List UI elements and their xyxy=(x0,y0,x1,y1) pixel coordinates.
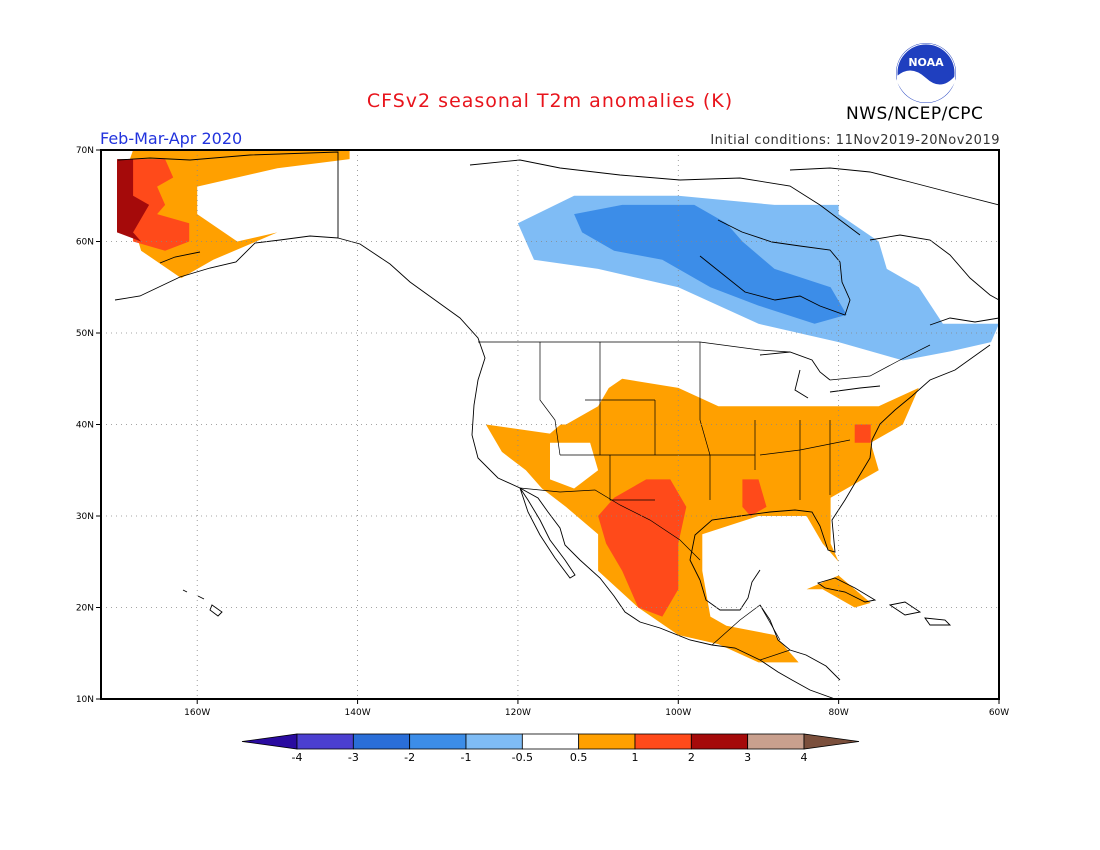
lat-tick-label: 60N xyxy=(76,238,94,248)
colorbar-label: 1 xyxy=(632,751,639,764)
lat-tick-label: 20N xyxy=(76,604,94,614)
lat-tick-label: 30N xyxy=(76,512,94,522)
region-us-northwest-neutral xyxy=(485,342,615,425)
colorbar-swatch xyxy=(634,733,692,750)
lon-tick-label: 120W xyxy=(505,708,531,718)
lat-tick-label: 10N xyxy=(76,695,94,705)
colorbar-swatch xyxy=(690,733,749,750)
noaa-logo: NOAA xyxy=(895,42,957,104)
lat-tick-label: 40N xyxy=(76,421,94,431)
lon-tick-label: 60W xyxy=(989,708,1009,718)
lon-tick-label: 100W xyxy=(665,708,691,718)
region-mississippi-hot xyxy=(742,479,767,516)
colorbar-swatch xyxy=(747,733,805,750)
political-borders-layer xyxy=(478,341,931,661)
region-alaska-veryhot xyxy=(117,159,150,242)
colorbar-swatch xyxy=(578,733,636,750)
colorbar-swatch xyxy=(409,733,467,750)
axis-ticks-layer: 160W 140W 120W 100W 80W 60W 10N 20N 30N 40N 50N 60N… xyxy=(76,146,1009,718)
region-midatlantic-hot xyxy=(854,424,871,443)
lon-tick-label: 160W xyxy=(184,708,210,718)
lat-tick-label: 50N xyxy=(76,329,94,339)
colorbar: -4 -3 -2 -1 -0.5 0.5 1 2 3 4 xyxy=(241,733,860,764)
colorbar-swatch xyxy=(521,733,580,750)
lon-tick-label: 140W xyxy=(345,708,371,718)
initial-conditions: Initial conditions: 11Nov2019-20Nov2019 xyxy=(710,133,1000,148)
colorbar-swatch xyxy=(352,733,411,750)
colorbar-label: 0.5 xyxy=(570,751,588,764)
colorbar-swatch xyxy=(296,733,354,750)
region-alaska-hot xyxy=(125,159,190,251)
forecast-period: Feb-Mar-Apr 2020 xyxy=(100,129,243,148)
colorbar-swatch xyxy=(465,733,523,750)
colorbar-label: 2 xyxy=(688,751,695,764)
region-mexico-hot xyxy=(598,479,687,617)
colorbar-label: -4 xyxy=(292,751,303,764)
region-great-basin-neutral xyxy=(550,442,599,489)
colorbar-label: -3 xyxy=(348,751,359,764)
region-cuba-warm xyxy=(806,575,871,608)
colorbar-min-extension xyxy=(241,733,298,750)
chart-title: CFSv2 seasonal T2m anomalies (K) xyxy=(366,90,734,112)
anomaly-fill-layer xyxy=(117,150,999,663)
lat-tick-label: 70N xyxy=(76,146,94,156)
lon-tick-label: 80W xyxy=(828,708,848,718)
agency-label: NWS/NCEP/CPC xyxy=(846,104,984,124)
coastline-layer xyxy=(114,151,999,699)
colorbar-label: 3 xyxy=(744,751,751,764)
colorbar-label: 4 xyxy=(801,751,808,764)
colorbar-label: -1 xyxy=(461,751,472,764)
region-us-warm xyxy=(485,378,919,663)
logo-text: NOAA xyxy=(908,56,944,69)
colorbar-label: -0.5 xyxy=(512,751,533,764)
colorbar-label: -2 xyxy=(404,751,415,764)
colorbar-max-extension xyxy=(803,733,860,750)
